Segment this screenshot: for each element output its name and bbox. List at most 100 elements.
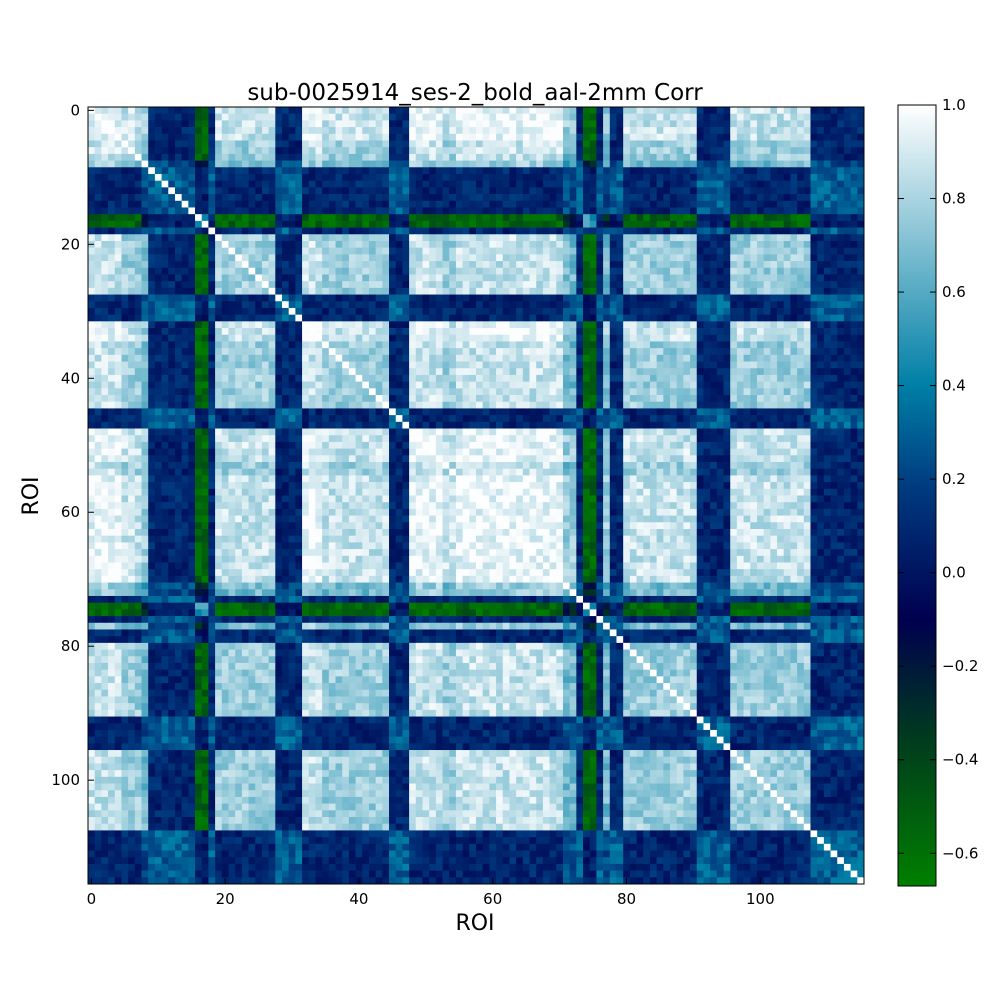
heatmap-cell (348, 294, 356, 302)
heatmap-cell (823, 187, 831, 195)
heatmap-cell (409, 200, 417, 208)
heatmap-cell (629, 187, 637, 195)
heatmap-cell (295, 187, 303, 195)
heatmap-cell (181, 113, 189, 121)
heatmap-cell (817, 328, 825, 336)
heatmap-cell (683, 354, 691, 362)
heatmap-cell (837, 321, 845, 329)
heatmap-cell (502, 167, 510, 175)
heatmap-cell (529, 207, 537, 215)
heatmap-cell (161, 374, 169, 382)
heatmap-cell (215, 167, 223, 175)
heatmap-cell (315, 254, 323, 262)
heatmap-cell (837, 147, 845, 155)
heatmap-cell (509, 341, 517, 349)
heatmap-cell (322, 200, 330, 208)
heatmap-cell (415, 120, 423, 128)
heatmap-cell (623, 153, 631, 161)
heatmap-cell (422, 254, 430, 262)
heatmap-cell (529, 160, 537, 168)
heatmap-cell (723, 173, 731, 182)
heatmap-cell (148, 307, 156, 315)
heatmap-cell (181, 388, 189, 396)
heatmap-cell (429, 281, 437, 289)
heatmap-cell (710, 220, 718, 228)
heatmap-cell (616, 240, 624, 249)
heatmap-cell (101, 227, 109, 235)
heatmap-cell (763, 368, 771, 376)
heatmap-cell (810, 127, 818, 135)
heatmap-cell (141, 247, 149, 255)
heatmap-cell (248, 388, 256, 396)
heatmap-cell (837, 314, 845, 322)
heatmap-cell (342, 107, 350, 115)
heatmap-cell (482, 287, 490, 295)
heatmap-cell (783, 153, 791, 161)
heatmap-cell (121, 214, 129, 222)
heatmap-cell (817, 227, 825, 235)
heatmap-cell (797, 160, 805, 168)
heatmap-cell (783, 120, 791, 128)
heatmap-cell (649, 220, 657, 228)
heatmap-cell (181, 341, 189, 349)
heatmap-cell (837, 261, 845, 269)
heatmap-cell (576, 281, 584, 289)
heatmap-cell (522, 113, 530, 121)
heatmap-cell (435, 113, 443, 121)
heatmap-cell (763, 160, 771, 168)
heatmap-cell (850, 368, 858, 376)
heatmap-cell (750, 180, 758, 188)
heatmap-cell (195, 321, 203, 329)
heatmap-cell (315, 281, 323, 289)
heatmap-cell (161, 207, 169, 215)
heatmap-cell (422, 374, 430, 382)
heatmap-cell (636, 361, 644, 369)
heatmap-cell (88, 274, 96, 282)
heatmap-cell (462, 294, 470, 302)
heatmap-cell (522, 368, 530, 376)
heatmap-cell (315, 261, 323, 269)
heatmap-cell (181, 274, 189, 282)
heatmap-cell (255, 267, 263, 275)
heatmap-cell (261, 261, 269, 269)
heatmap-cell (302, 368, 310, 376)
heatmap-cell (235, 120, 243, 128)
heatmap-cell (609, 173, 617, 182)
heatmap-cell (583, 354, 591, 362)
heatmap-cell (489, 160, 497, 168)
heatmap-cell (676, 321, 684, 329)
heatmap-cell (850, 173, 858, 182)
heatmap-cell (241, 227, 249, 235)
heatmap-cell (629, 254, 637, 262)
heatmap-cell (215, 247, 223, 255)
heatmap-cell (770, 334, 778, 342)
heatmap-cell (716, 281, 724, 289)
heatmap-cell (589, 314, 597, 322)
heatmap-cell (128, 334, 136, 342)
heatmap-cell (710, 341, 718, 349)
heatmap-cell (830, 214, 838, 222)
heatmap-cell (288, 287, 296, 295)
heatmap-cell (322, 247, 330, 255)
heatmap-cell (275, 314, 283, 322)
heatmap-cell (101, 381, 109, 389)
heatmap-cell (442, 133, 450, 141)
heatmap-cell (128, 274, 136, 282)
heatmap-cell (295, 113, 303, 121)
heatmap-cell (596, 341, 604, 349)
heatmap-cell (562, 247, 571, 255)
heatmap-cell (803, 381, 811, 389)
heatmap-cell (690, 361, 698, 369)
heatmap-cell (342, 120, 350, 128)
heatmap-cell (128, 247, 136, 255)
heatmap-cell (756, 214, 765, 222)
heatmap-cell (616, 140, 624, 148)
heatmap-cell (736, 261, 744, 269)
heatmap-cell (589, 140, 597, 148)
heatmap-cell (817, 107, 825, 115)
heatmap-cell (389, 160, 397, 168)
heatmap-cell (616, 113, 624, 121)
heatmap-cell (241, 341, 249, 349)
heatmap-cell (790, 167, 798, 175)
heatmap-cell (576, 341, 584, 349)
